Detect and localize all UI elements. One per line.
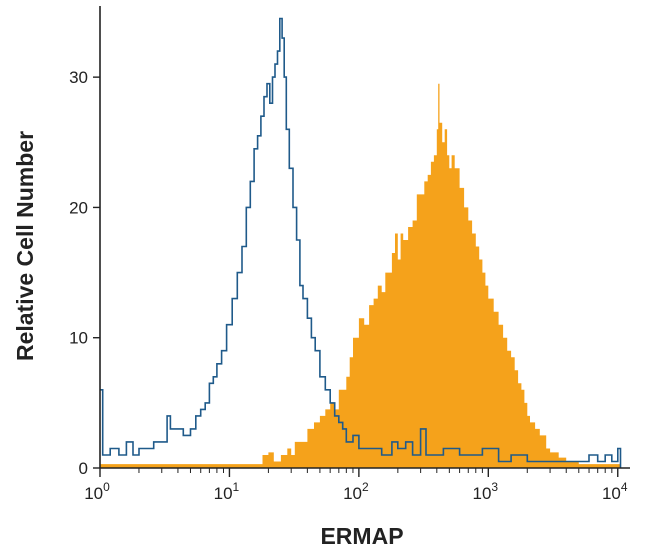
y-axis-title: Relative Cell Number: [12, 131, 38, 361]
y-axis-ticks: 0 10 20 30: [69, 68, 100, 478]
x-axis-title: ERMAP: [320, 523, 403, 549]
x-tick-label: 101: [214, 480, 240, 503]
y-tick-label: 10: [69, 329, 88, 348]
x-tick-label: 104: [602, 480, 628, 503]
isotype-control-histogram: [100, 17, 622, 468]
x-tick-label: 103: [473, 480, 499, 503]
y-tick-label: 30: [69, 68, 88, 87]
axes: [99, 6, 630, 469]
plot-area: [100, 17, 622, 468]
x-tick-label: 100: [84, 480, 110, 503]
y-tick-label: 0: [79, 459, 88, 478]
ermap-stained-histogram: [100, 83, 621, 468]
x-axis-ticks: 100 101 102 103 104: [84, 468, 628, 503]
x-tick-label: 102: [343, 480, 369, 503]
y-tick-label: 20: [69, 198, 88, 217]
